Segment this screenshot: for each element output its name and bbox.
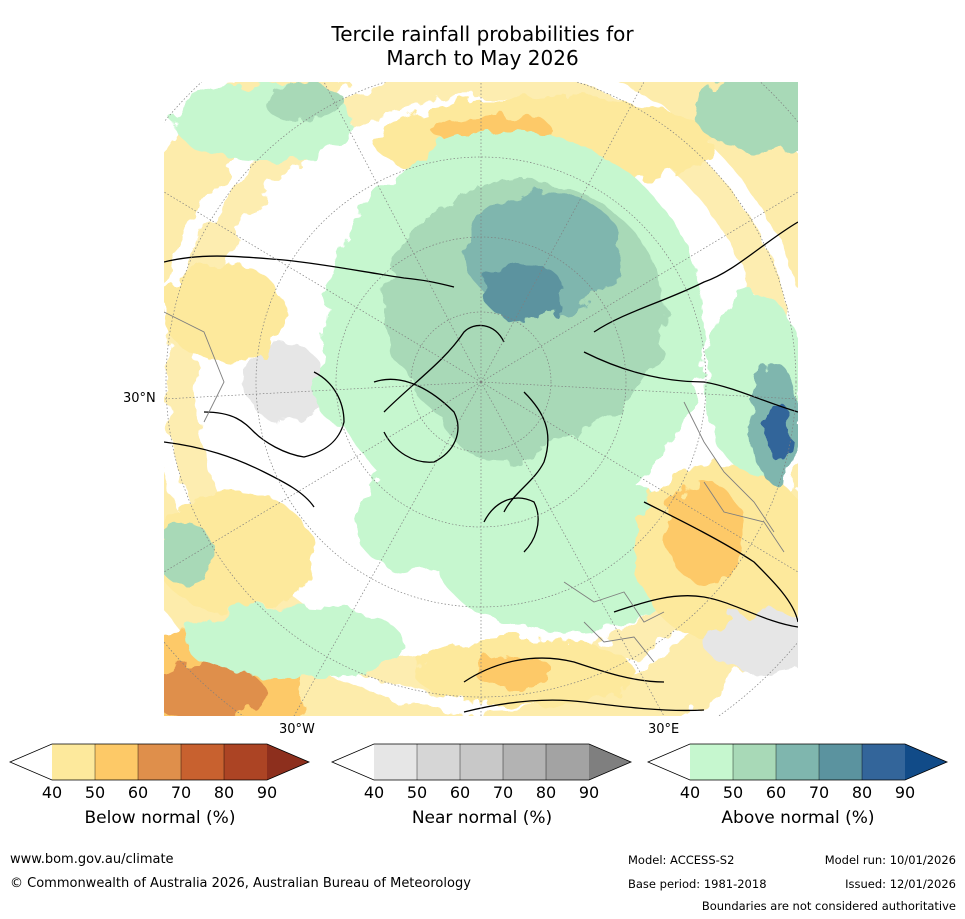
- colorbar-swatch: [733, 744, 776, 780]
- colorbar-swatch: [819, 744, 862, 780]
- colorbar-swatch: [374, 744, 417, 780]
- colorbar-swatch: [776, 744, 819, 780]
- tick-label: 40: [679, 783, 701, 802]
- colorbar-under-triangle: [10, 744, 52, 780]
- colorbar-swatch: [417, 744, 460, 780]
- tick-label: 40: [363, 783, 385, 802]
- chart-title: Tercile rainfall probabilities for March…: [0, 22, 965, 70]
- footer-copyright: © Commonwealth of Australia 2026, Austra…: [10, 876, 471, 891]
- footer-model-run: Model run: 10/01/2026: [824, 853, 956, 867]
- colorbar-below-swatches: [8, 743, 311, 781]
- tick-label: 70: [492, 783, 514, 802]
- tick-label: 60: [765, 783, 787, 802]
- tick-label: 90: [578, 783, 600, 802]
- tick-label: 60: [127, 783, 149, 802]
- lat-label-30n: 30°N: [123, 391, 156, 406]
- footer-url[interactable]: www.bom.gov.au/climate: [10, 852, 174, 867]
- graticule: [164, 82, 798, 716]
- footer-base-period: Base period: 1981-2018: [628, 877, 767, 891]
- colorbar-swatch: [503, 744, 546, 780]
- colorbar-swatch: [181, 744, 224, 780]
- tick-label: 80: [851, 783, 873, 802]
- colorbar-below-normal: 40 50 60 70 80 90 Below normal (%): [8, 743, 311, 828]
- tick-label: 90: [256, 783, 278, 802]
- colorbar-swatch: [224, 744, 267, 780]
- map-canvas: [164, 82, 798, 716]
- footer-model: Model: ACCESS-S2: [628, 853, 735, 867]
- tick-label: 80: [213, 783, 235, 802]
- tick-label: 40: [41, 783, 63, 802]
- colorbar-under-triangle: [648, 744, 690, 780]
- tick-label: 60: [449, 783, 471, 802]
- tick-label: 80: [535, 783, 557, 802]
- colorbar-outline: [646, 743, 949, 781]
- title-line-2: March to May 2026: [386, 46, 579, 70]
- colorbar-near-ticks: 40 50 60 70 80 90: [332, 783, 632, 803]
- footer-issued: Issued: 12/01/2026: [845, 877, 956, 891]
- colorbar-near-normal: 40 50 60 70 80 90 Near normal (%): [330, 743, 633, 828]
- colorbar-over-triangle: [905, 744, 947, 780]
- colorbar-swatch: [862, 744, 905, 780]
- colorbar-below-label: Below normal (%): [84, 808, 236, 828]
- colorbar-over-triangle: [267, 744, 309, 780]
- tick-label: 50: [722, 783, 744, 802]
- colorbar-swatch: [95, 744, 138, 780]
- probability-field: [164, 82, 798, 716]
- colorbar-above-label: Above normal (%): [721, 808, 875, 828]
- colorbar-swatch: [460, 744, 503, 780]
- colorbar-outline: [8, 743, 311, 781]
- tick-label: 70: [170, 783, 192, 802]
- footer-disclaimer: Boundaries are not considered authoritat…: [701, 899, 956, 913]
- colorbar-swatch: [690, 744, 733, 780]
- tick-label: 50: [406, 783, 428, 802]
- colorbar-above-ticks: 40 50 60 70 80 90: [648, 783, 948, 803]
- lon-label-30e: 30°E: [648, 722, 680, 737]
- lon-label-30w: 30°W: [279, 722, 315, 737]
- coastlines: [164, 221, 798, 713]
- colorbar-under-triangle: [332, 744, 374, 780]
- colorbar-above-normal: 40 50 60 70 80 90 Above normal (%): [646, 743, 949, 828]
- colorbar-over-triangle: [589, 744, 631, 780]
- colorbar-swatch: [138, 744, 181, 780]
- colorbar-swatch: [52, 744, 95, 780]
- colorbar-near-label: Near normal (%): [411, 808, 553, 828]
- tick-label: 90: [894, 783, 916, 802]
- colorbar-near-swatches: [330, 743, 633, 781]
- tick-label: 50: [84, 783, 106, 802]
- title-line-1: Tercile rainfall probabilities for: [331, 22, 634, 46]
- colorbar-outline: [330, 743, 633, 781]
- polar-map: [164, 82, 798, 716]
- tick-label: 70: [808, 783, 830, 802]
- political-boundaries: [164, 311, 785, 663]
- colorbar-below-ticks: 40 50 60 70 80 90: [10, 783, 310, 803]
- colorbar-above-swatches: [646, 743, 949, 781]
- colorbar-swatch: [546, 744, 589, 780]
